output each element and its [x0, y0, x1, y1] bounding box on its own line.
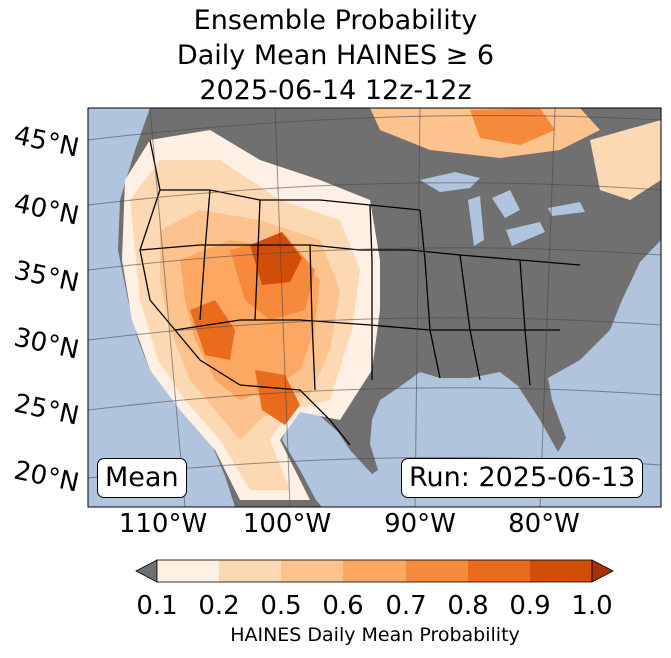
colorbar-under-arrow — [135, 559, 158, 583]
map-frame — [87, 107, 662, 508]
prob-area-11-northeast — [590, 120, 661, 200]
colorbar-tick-4: 0.7 — [385, 591, 426, 621]
great-lakes — [420, 172, 585, 246]
title-line-2: Daily Mean HAINES ≥ 6 — [176, 40, 495, 71]
longitude-labels: 110°W 100°W 90°W 80°W — [119, 509, 580, 539]
colorbar-bin-4 — [343, 560, 406, 582]
graticule — [88, 108, 661, 507]
colorbar-bin-2 — [219, 560, 281, 582]
lon-label-90: 90°W — [384, 509, 456, 539]
lat-label-40: 40°N — [11, 189, 81, 232]
colorbar-over-arrow — [591, 559, 614, 583]
title-line-3: 2025-06-14 12z-12z — [199, 75, 472, 106]
lon-label-100: 100°W — [243, 509, 331, 539]
title-line-1: Ensemble Probability — [193, 5, 478, 36]
colorbar-tick-1: 0.2 — [198, 591, 239, 621]
lon-label-80: 80°W — [508, 509, 580, 539]
colorbar-bin-3 — [281, 560, 343, 582]
colorbar-bin-1 — [157, 560, 219, 582]
state-borders — [139, 139, 581, 446]
lat-label-20: 20°N — [11, 456, 81, 499]
colorbar-bin-7 — [530, 560, 592, 582]
prob-area-08-texas — [255, 370, 300, 425]
run-date-label: Run: 2025-06-13 — [401, 458, 644, 498]
colorbar-tick-6: 0.9 — [509, 591, 550, 621]
colorbar: 0.1 0.2 0.5 0.6 0.7 0.8 0.9 1.0 — [135, 559, 614, 621]
colorbar-tick-0: 0.1 — [136, 591, 177, 621]
prob-area-10-canada-core — [470, 108, 555, 145]
lat-label-45: 45°N — [11, 121, 81, 164]
colorbar-bin-6 — [468, 560, 530, 582]
colorbar-label: HAINES Daily Mean Probability — [230, 624, 520, 646]
lat-label-30: 30°N — [11, 323, 81, 366]
lon-label-110: 110°W — [119, 509, 207, 539]
lat-label-35: 35°N — [11, 256, 81, 299]
colorbar-tick-7: 1.0 — [571, 591, 612, 621]
colorbar-tick-2: 0.5 — [260, 591, 301, 621]
latitude-labels: 45°N 40°N 35°N 30°N 25°N 20°N — [11, 121, 81, 499]
colorbar-bin-5 — [406, 560, 468, 582]
colorbar-tick-5: 0.8 — [447, 591, 488, 621]
prob-area-07-sw — [190, 300, 235, 360]
colorbar-tick-3: 0.6 — [322, 591, 363, 621]
lat-label-25: 25°N — [11, 389, 81, 432]
stat-label-mean: Mean — [97, 458, 187, 498]
